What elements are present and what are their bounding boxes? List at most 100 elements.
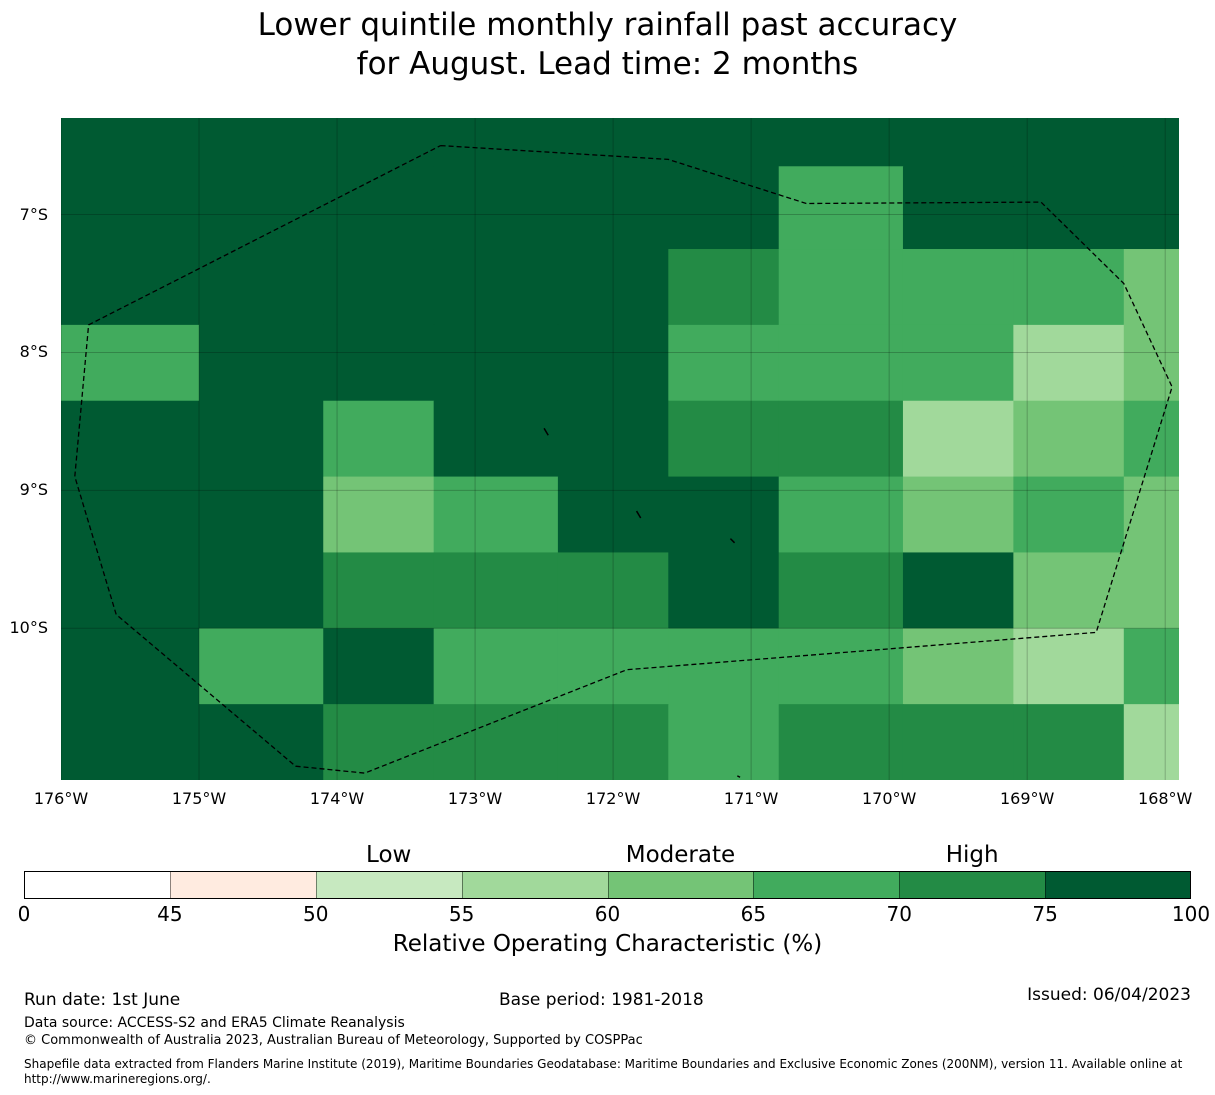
colorbar-divider: [1045, 871, 1047, 899]
longitude-label: 176°W: [33, 789, 89, 808]
grid-cell: [902, 324, 1014, 402]
gridlines: [61, 118, 1179, 780]
grid-cell: [61, 552, 200, 629]
latitude-label: 7°S: [19, 204, 48, 224]
grid-cell: [1013, 400, 1125, 478]
grid-cell: [1013, 628, 1125, 705]
grid-cell: [557, 552, 669, 629]
grid-cell: [199, 324, 324, 402]
grid-cell: [323, 704, 435, 780]
latitude-label: 9°S: [19, 480, 48, 500]
grid-cell: [668, 249, 780, 326]
island: [635, 510, 642, 519]
island: [736, 775, 741, 778]
grid-cell: [778, 118, 904, 167]
issued-date: Issued: 06/04/2023: [1027, 985, 1191, 1005]
grid-cell: [199, 249, 324, 326]
grid-cell: [433, 400, 559, 478]
grid-cell: [778, 400, 904, 478]
title-line-2: for August. Lead time: 2 months: [356, 46, 859, 82]
grid-cell: [1123, 400, 1179, 478]
grid-cell: [902, 476, 1014, 553]
grid-cell: [902, 118, 1014, 167]
colorbar-divider: [607, 871, 609, 899]
island: [543, 427, 549, 436]
grid-cell: [433, 118, 559, 167]
islands: [543, 427, 741, 778]
grid-cell: [1123, 324, 1179, 402]
grid-cell: [557, 324, 669, 402]
grid-cell: [199, 704, 324, 780]
longitude-label: 174°W: [309, 789, 365, 808]
longitude-label: 169°W: [999, 789, 1055, 808]
grid-cell: [199, 628, 324, 705]
grid-cell: [61, 166, 200, 250]
grid-cell: [902, 166, 1014, 250]
grid-cell: [668, 628, 780, 705]
colorbar-tick-label: 55: [448, 902, 475, 926]
grid-cell: [557, 249, 669, 326]
colorbar-segment: [607, 871, 754, 899]
grid-cell: [199, 118, 324, 167]
grid-cell: [61, 628, 200, 705]
longitude-label: 168°W: [1138, 789, 1193, 808]
grid-cell: [433, 166, 559, 250]
title-line-1: Lower quintile monthly rainfall past acc…: [257, 7, 958, 43]
latitude-label: 10°S: [9, 618, 48, 638]
eez-boundary-line: [74, 144, 1173, 774]
colorbar-divider: [753, 871, 755, 899]
grid-cell: [902, 400, 1014, 478]
colorbar-segment: [24, 871, 170, 899]
rainfall-accuracy-map: [61, 118, 1179, 780]
grid-cell: [433, 628, 559, 705]
grid-cell: [1013, 249, 1125, 326]
base-period: Base period: 1981-2018: [499, 990, 704, 1010]
grid-cell: [668, 400, 780, 478]
colorbar-tick-label: 70: [886, 902, 912, 926]
grid-cell: [1013, 552, 1125, 629]
island: [729, 538, 736, 544]
grid-cell: [668, 324, 780, 402]
longitude-label: 172°W: [585, 789, 641, 808]
grid-cell: [61, 324, 200, 402]
grid-cell: [668, 166, 780, 250]
grid-cell: [61, 400, 200, 478]
colorbar-tick-label: 45: [157, 902, 183, 926]
grid-cell: [199, 400, 324, 478]
grid-cell: [778, 552, 904, 629]
grid-cell: [1123, 249, 1179, 326]
grid-cell: [61, 249, 200, 326]
colorbar-tick-label: 75: [1032, 902, 1058, 926]
grid-cell: [778, 166, 904, 250]
grid-cell: [668, 704, 780, 780]
grid-cell: [902, 704, 1014, 780]
colorbar-label: Relative Operating Characteristic (%): [392, 931, 823, 957]
grid-cell: [557, 628, 669, 705]
grid-cell: [557, 476, 669, 553]
grid-cell: [668, 118, 780, 167]
grid-cell: [557, 704, 669, 780]
shapefile-credit-line-1: Shapefile data extracted from Flanders M…: [24, 1057, 1183, 1071]
grid-cell: [1123, 704, 1179, 780]
grid-cell: [1013, 118, 1125, 167]
grid-cell: [557, 166, 669, 250]
grid-cell: [199, 476, 324, 553]
grid-cell: [1013, 476, 1125, 553]
data-source: Data source: ACCESS-S2 and ERA5 Climate …: [24, 1015, 405, 1031]
grid-cell: [778, 704, 904, 780]
grid-cell: [1013, 324, 1125, 402]
colorbar-divider: [169, 871, 171, 899]
grid-cell: [433, 324, 559, 402]
colorbar-segment: [169, 871, 316, 899]
grid-cell: [323, 324, 435, 402]
colorbar-segment: [315, 871, 462, 899]
colorbar-tick-label: 50: [303, 902, 329, 926]
longitude-label: 175°W: [171, 789, 227, 808]
grid-cell: [433, 249, 559, 326]
grid-cell: [1123, 166, 1179, 250]
colorbar-divider: [461, 871, 463, 899]
colorbar-tick-label: 100: [1171, 902, 1211, 926]
colorbar-tick-label: 60: [594, 902, 621, 926]
colorbar-tick-label: 0: [17, 902, 31, 926]
grid-cell: [668, 476, 780, 553]
